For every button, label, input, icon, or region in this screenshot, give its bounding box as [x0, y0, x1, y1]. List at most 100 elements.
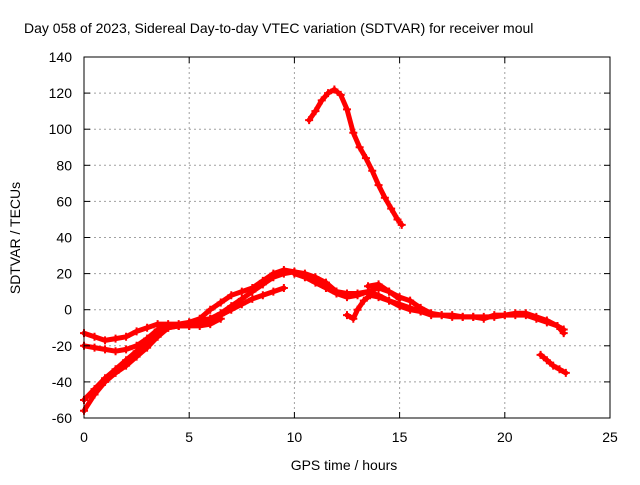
x-tick-label: 5: [185, 429, 193, 445]
data-point: [448, 311, 457, 320]
data-point: [321, 284, 330, 293]
y-tick-label: 80: [56, 157, 72, 173]
data-point: [387, 204, 396, 213]
data-point: [122, 345, 131, 354]
data-point: [185, 318, 194, 327]
y-tick-label: 0: [64, 302, 72, 318]
data-point: [216, 298, 225, 307]
y-tick-label: 40: [56, 230, 72, 246]
y-tick-label: 20: [56, 266, 72, 282]
data-point: [521, 309, 530, 318]
data-point: [279, 265, 288, 274]
data-point: [317, 96, 326, 105]
y-tick-label: -40: [52, 374, 72, 390]
data-point: [143, 339, 152, 348]
data-point: [406, 303, 415, 312]
data-point: [500, 311, 509, 320]
series-line: [81, 269, 339, 414]
y-tick-label: 120: [49, 85, 73, 101]
data-point: [343, 311, 351, 320]
x-tick-label: 15: [392, 429, 408, 445]
data-point: [258, 276, 267, 285]
data-point: [237, 287, 246, 296]
series-line: [306, 87, 405, 228]
series-line: [291, 271, 567, 333]
data-point: [553, 321, 562, 330]
data-point: [536, 350, 545, 359]
data-point: [111, 334, 120, 343]
data-point: [416, 303, 425, 312]
data-point: [542, 316, 551, 325]
data-point: [90, 343, 99, 352]
series-track-9: [305, 85, 406, 229]
data-point: [368, 166, 377, 175]
data-point: [279, 284, 288, 293]
y-tick-label: 140: [49, 49, 73, 65]
data-point: [153, 330, 162, 339]
series-track-1: [80, 267, 341, 415]
data-point: [349, 128, 358, 137]
data-point: [353, 305, 362, 314]
data-point: [305, 116, 314, 125]
data-point: [406, 296, 415, 305]
data-point: [437, 311, 446, 320]
y-tick-label: -60: [52, 410, 72, 426]
data-point: [227, 291, 236, 300]
data-point: [343, 293, 351, 302]
data-point: [111, 365, 120, 374]
data-point: [374, 181, 383, 190]
data-point: [248, 284, 257, 293]
x-tick-label: 10: [287, 429, 303, 445]
data-point: [195, 314, 204, 323]
data-point: [101, 336, 110, 345]
data-point: [559, 329, 568, 338]
data-point: [427, 309, 436, 318]
chart-title: Day 058 of 2023, Sidereal Day-to-day VTE…: [24, 20, 533, 36]
data-point: [300, 273, 309, 282]
x-tick-label: 25: [602, 429, 618, 445]
data-point: [330, 85, 339, 94]
data-point: [237, 300, 246, 309]
data-point: [332, 289, 341, 298]
data-point: [458, 312, 467, 321]
data-point: [393, 215, 402, 224]
data-point: [490, 311, 499, 320]
series-line: [81, 285, 287, 403]
data-point: [258, 291, 267, 300]
data-point: [561, 368, 570, 377]
data-point: [101, 345, 110, 354]
data-point: [380, 193, 389, 202]
grid: [84, 57, 610, 418]
series-track-8: [364, 280, 568, 338]
data-point: [397, 220, 406, 229]
data-point: [206, 316, 215, 325]
data-point: [132, 347, 141, 356]
data-point: [542, 356, 551, 365]
data-points: [80, 85, 570, 415]
data-point: [395, 293, 404, 302]
data-point: [385, 287, 394, 296]
data-point: [90, 332, 99, 341]
data-point: [174, 321, 183, 330]
data-point: [269, 269, 278, 278]
data-point: [90, 385, 99, 394]
data-point: [248, 294, 257, 303]
data-point: [336, 90, 345, 99]
data-point: [366, 291, 375, 300]
x-axis-label: GPS time / hours: [291, 457, 398, 473]
data-point: [101, 374, 110, 383]
data-point: [269, 287, 278, 296]
data-point: [511, 309, 520, 318]
data-point: [469, 312, 478, 321]
data-point: [549, 361, 558, 370]
data-point: [311, 107, 320, 116]
data-point: [361, 154, 370, 163]
y-tick-label: 100: [49, 121, 73, 137]
data-point: [164, 323, 173, 332]
data-point: [290, 269, 299, 278]
y-tick-label: -20: [52, 338, 72, 354]
data-point: [143, 323, 152, 332]
data-point: [343, 105, 351, 114]
series-track-4: [80, 284, 288, 404]
